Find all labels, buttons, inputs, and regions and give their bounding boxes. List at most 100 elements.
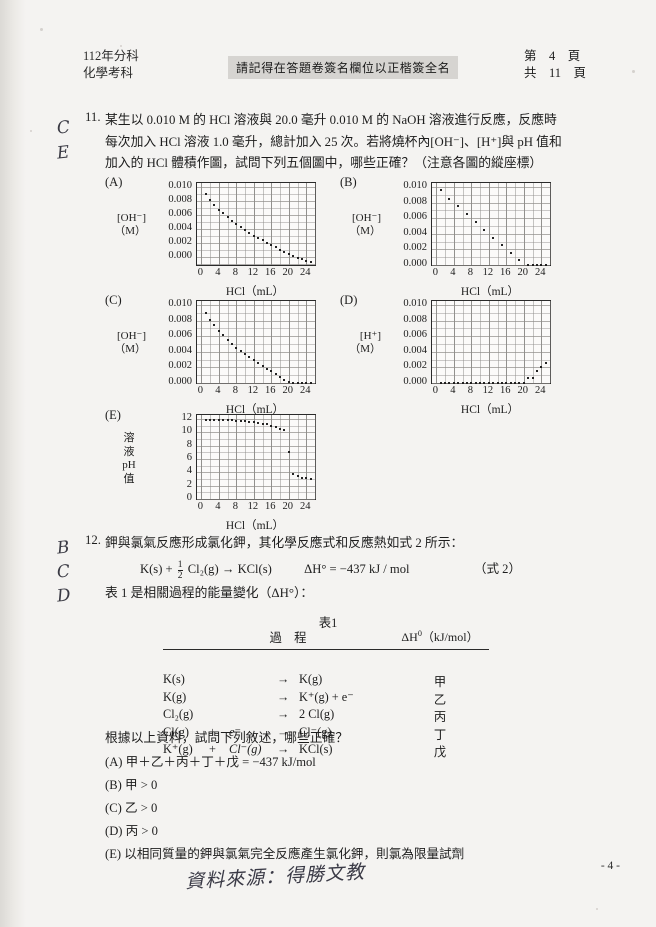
y-axis-title: [OH⁻] （M） bbox=[98, 212, 146, 238]
margin-answer-q12-1: B bbox=[55, 537, 71, 559]
y-tick-label: 0.008 bbox=[168, 193, 192, 205]
data-point bbox=[244, 420, 247, 423]
exam-subject: 化學考科 bbox=[83, 66, 134, 80]
page-marker: - 4 - bbox=[600, 860, 620, 872]
data-point bbox=[235, 223, 238, 226]
data-point bbox=[540, 264, 543, 266]
margin-answer-q11-2: E bbox=[55, 142, 71, 164]
data-point bbox=[261, 422, 264, 425]
chart-label-b: (B) bbox=[340, 175, 357, 189]
enthalpy-symbol: 丙 bbox=[433, 710, 447, 724]
data-point bbox=[279, 428, 282, 430]
process-reactant-2: Cl⁻(g) bbox=[229, 742, 262, 756]
data-point bbox=[500, 382, 503, 384]
data-point bbox=[505, 382, 508, 384]
data-point bbox=[287, 381, 290, 384]
data-point bbox=[300, 258, 303, 261]
table-row: K(s) → K(g) 甲 bbox=[163, 672, 489, 690]
data-point bbox=[230, 342, 233, 345]
process-product: 2 Cl(g) bbox=[299, 707, 335, 721]
process-product: K(g) bbox=[299, 672, 323, 686]
process-product: K⁺(g) + e⁻ bbox=[299, 689, 354, 704]
option-label: (C) bbox=[105, 801, 122, 815]
data-point bbox=[309, 478, 312, 480]
data-point bbox=[257, 362, 260, 365]
data-point bbox=[270, 370, 273, 373]
x-tick-label: 4 bbox=[450, 267, 456, 278]
y-axis-title: [OH⁻] （M） bbox=[333, 212, 381, 238]
y-tick-label: 0.002 bbox=[403, 242, 427, 254]
y-tick-label: 0.004 bbox=[168, 221, 192, 233]
equation-middle: Cl₂(g) → KCl(s) bbox=[187, 562, 272, 576]
data-point bbox=[292, 382, 295, 384]
enthalpy-symbol: 甲 bbox=[433, 675, 447, 689]
y-axis-title: [OH⁻] （M） bbox=[98, 330, 146, 356]
x-axis-label: HCl（mL） bbox=[225, 520, 285, 532]
question-11-number: 11. bbox=[85, 110, 101, 124]
y-tick-label: 0.006 bbox=[168, 329, 192, 341]
x-tick-label: 24 bbox=[535, 267, 546, 278]
data-point bbox=[309, 261, 312, 264]
data-point bbox=[257, 237, 260, 240]
y-tick-label: 4 bbox=[186, 465, 192, 477]
y-tick-label: 0.002 bbox=[168, 235, 192, 247]
enthalpy-symbol: 乙 bbox=[433, 692, 447, 707]
process-reactant: K(g) bbox=[163, 689, 187, 704]
question-12-stem: 鉀與氯氣反應形成氯化鉀，其化學反應式和反應熱如式 2 所示： bbox=[105, 536, 464, 550]
option-d[interactable]: (D) 丙 > 0 bbox=[105, 821, 158, 843]
exam-year: 112年分科 bbox=[83, 49, 139, 63]
chart-label-e: (E) bbox=[105, 408, 121, 422]
data-point bbox=[292, 254, 295, 257]
data-point bbox=[244, 353, 247, 356]
x-tick-label: 16 bbox=[265, 385, 276, 396]
data-point bbox=[239, 420, 242, 422]
data-point bbox=[217, 208, 220, 211]
option-c[interactable]: (C) 乙 > 0 bbox=[105, 798, 157, 820]
data-point bbox=[204, 192, 207, 195]
x-axis-label: HCl（mL） bbox=[225, 404, 285, 416]
option-e[interactable]: (E) 以相同質量的鉀與氯氣完全反應產生氯化鉀，則氯為限量試劑 bbox=[105, 844, 464, 866]
x-tick-label: 24 bbox=[535, 385, 546, 396]
y-tick-label: 0 bbox=[186, 492, 192, 503]
plot-area-c bbox=[196, 300, 316, 384]
data-point bbox=[222, 419, 225, 421]
option-a[interactable]: (A) 甲＋乙＋丙＋丁＋戊 = −437 kJ/mol bbox=[105, 752, 316, 774]
x-tick-label: 0 bbox=[197, 267, 203, 278]
x-tick-label: 4 bbox=[215, 267, 221, 278]
x-tick-label: 12 bbox=[482, 385, 494, 396]
q11-line-1: 某生以 0.010 M 的 HCl 溶液與 20.0 毫升 0.010 M 的 … bbox=[105, 113, 557, 127]
option-label: (A) bbox=[105, 755, 123, 769]
option-b[interactable]: (B) 甲 > 0 bbox=[105, 775, 157, 797]
data-point bbox=[248, 356, 251, 359]
data-point bbox=[296, 256, 299, 259]
chart-label-d: (D) bbox=[340, 293, 358, 307]
data-point bbox=[496, 382, 499, 384]
option-text: 乙 > 0 bbox=[121, 801, 158, 815]
x-tick-label: 8 bbox=[232, 267, 238, 278]
paper-edge bbox=[0, 0, 26, 927]
x-tick-label: 16 bbox=[500, 385, 511, 396]
table-body: K(s) → K(g) 甲 K(g) → K⁺(g) + e⁻ 乙 Cl₂(g) → 2 Cl(g)… bbox=[163, 672, 489, 760]
data-point bbox=[274, 246, 277, 249]
table-row: K⁺(g) + Cl⁻(g) → KCl(s) 戊 bbox=[163, 742, 489, 760]
data-point bbox=[265, 423, 268, 426]
data-point bbox=[470, 382, 473, 384]
x-tick-label: 12 bbox=[482, 267, 494, 278]
data-point bbox=[535, 370, 538, 373]
page-header: 112年分科 化學考科 第 4 頁 共 11 頁 bbox=[0, 48, 656, 96]
data-point bbox=[448, 382, 451, 384]
y-axis-unit: （M） bbox=[349, 225, 381, 237]
plot-area-a bbox=[196, 182, 316, 266]
reaction-equation: K(s) + 1 2 Cl₂(g) → KCl(s) ΔH° = −437 kJ… bbox=[140, 558, 521, 581]
margin-answer-q12-3: D bbox=[55, 585, 72, 607]
x-tick-label: 16 bbox=[265, 267, 276, 278]
y-tick-label: 6 bbox=[186, 452, 192, 463]
data-point bbox=[296, 382, 299, 384]
data-point bbox=[283, 250, 286, 253]
signature-notice: 請記得在答題卷簽名欄位以正楷簽全名 bbox=[228, 56, 459, 79]
plus-sign: + bbox=[209, 742, 216, 756]
data-point bbox=[457, 205, 460, 208]
process-reactant-2: e⁻ bbox=[229, 724, 241, 739]
x-tick-label: 4 bbox=[215, 385, 221, 396]
